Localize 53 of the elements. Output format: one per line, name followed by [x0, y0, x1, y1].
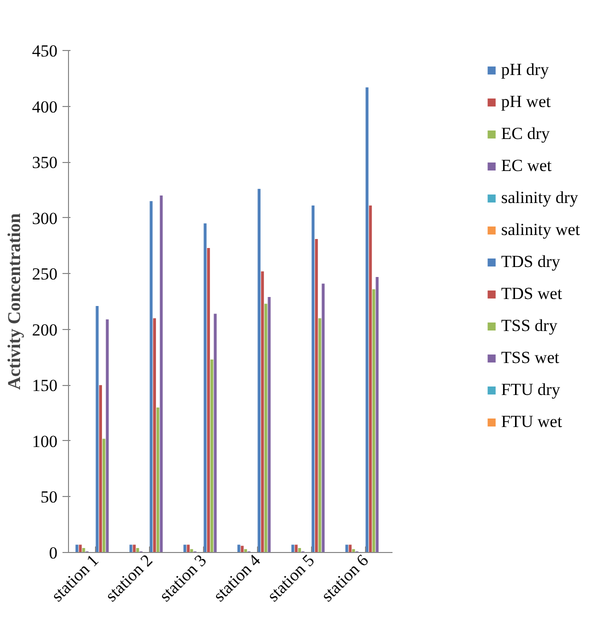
bar: [322, 284, 325, 552]
bar: [82, 548, 86, 552]
bar: [102, 438, 106, 552]
bar: [348, 544, 352, 552]
bar: [207, 248, 210, 552]
y-tick-label: 150: [32, 376, 58, 396]
legend-label: EC wet: [501, 156, 552, 176]
bar: [298, 548, 301, 552]
legend-label: pH dry: [501, 60, 549, 80]
bar: [129, 544, 132, 552]
y-tick-label: 400: [32, 97, 58, 116]
bar: [291, 544, 294, 552]
y-tick-label: 0: [49, 544, 58, 562]
bar: [190, 549, 194, 552]
y-tick-label: 250: [32, 264, 58, 284]
bar: [264, 304, 268, 552]
y-tick-label: 50: [40, 488, 58, 507]
bar: [258, 188, 261, 552]
legend-label: salinity dry: [501, 188, 578, 208]
bar: [368, 206, 372, 552]
legend-label: FTU dry: [501, 380, 560, 400]
bar: [204, 223, 207, 552]
bar: [261, 271, 264, 552]
bar: [156, 407, 160, 552]
bar: [237, 544, 240, 552]
y-tick-label: 100: [32, 432, 58, 451]
y-tick-label: 300: [32, 208, 58, 228]
bar: [210, 360, 214, 552]
bar: [183, 544, 186, 552]
bar: [136, 548, 140, 552]
legend-label: FTU wet: [501, 412, 562, 432]
bar: [99, 385, 102, 552]
bar: [366, 87, 368, 552]
bar: [352, 549, 355, 552]
bar: [312, 206, 314, 552]
legend-label: TSS dry: [501, 316, 558, 336]
legend-label: TDS dry: [501, 252, 560, 272]
bar: [376, 276, 379, 552]
y-tick-label: 200: [32, 320, 58, 340]
bar: [96, 306, 99, 552]
y-tick-label: 450: [32, 42, 58, 60]
legend-label: TSS wet: [501, 348, 560, 368]
y-axis-title: Activity Concentration: [4, 213, 24, 390]
legend-label: EC dry: [501, 124, 550, 144]
bar: [153, 318, 156, 552]
bar: [244, 549, 248, 552]
y-tick-label: 350: [32, 153, 58, 172]
legend-label: pH wet: [501, 92, 551, 112]
bar: [150, 201, 153, 552]
legend-label: TDS wet: [501, 284, 562, 304]
bar: [315, 239, 318, 552]
bar: [76, 544, 78, 552]
legend-label: salinity wet: [501, 220, 580, 240]
